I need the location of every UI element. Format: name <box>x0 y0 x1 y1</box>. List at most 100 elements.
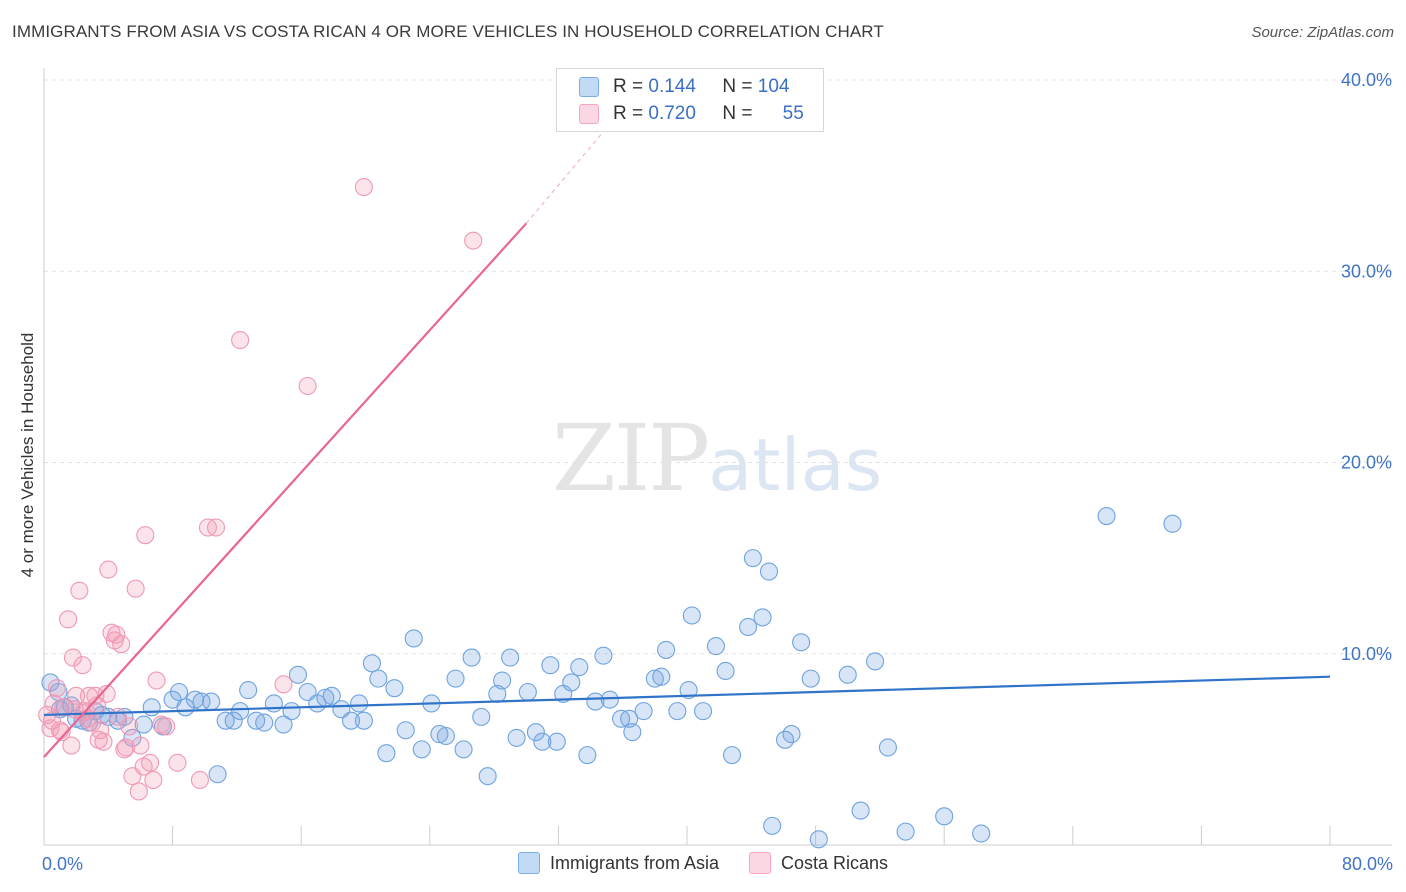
point-asia <box>239 681 258 700</box>
point-asia <box>763 816 782 835</box>
point-asia <box>264 694 283 713</box>
series-legend-asia[interactable]: Immigrants from Asia <box>517 852 719 874</box>
legend-r-label: R = <box>613 103 644 124</box>
point-costa <box>168 753 187 772</box>
legend-r-value: 0.144 <box>648 76 696 97</box>
stats-legend: R = 0.144 N = 104 R = 0.720 N = 55 <box>556 68 824 132</box>
point-costa <box>52 723 71 742</box>
point-asia <box>1097 506 1116 526</box>
point-costa <box>274 675 293 694</box>
point-asia <box>809 830 828 849</box>
point-asia <box>202 692 221 711</box>
point-costa <box>190 770 209 790</box>
trendline-costa <box>43 222 528 758</box>
point-asia <box>526 723 545 742</box>
legend-n-value: 104 <box>757 76 790 97</box>
point-costa <box>108 707 127 726</box>
point-asia <box>134 715 153 734</box>
point-asia <box>354 711 373 730</box>
point-costa <box>73 656 92 675</box>
point-asia <box>706 637 725 656</box>
x-tick-label: 0.0% <box>42 854 83 874</box>
point-asia <box>935 807 954 826</box>
point-costa <box>116 738 136 757</box>
point-asia <box>578 746 597 765</box>
point-costa <box>47 679 66 698</box>
y-tick-label: 10.0% <box>1341 644 1392 664</box>
point-costa <box>99 560 118 579</box>
series-legend-costa[interactable]: Costa Ricans <box>749 852 888 874</box>
point-asia <box>462 648 481 667</box>
point-asia <box>518 682 537 702</box>
y-tick-label: 40.0% <box>1341 70 1392 90</box>
series-swatch-asia <box>517 852 540 874</box>
point-costa <box>136 526 155 545</box>
point-costa <box>354 178 373 197</box>
point-costa <box>141 753 160 772</box>
point-costa <box>129 782 148 801</box>
point-asia <box>634 702 653 721</box>
legend-n-label: N = <box>722 103 753 124</box>
point-asia <box>657 640 676 659</box>
point-asia <box>570 658 589 677</box>
point-asia <box>668 702 687 721</box>
point-costa <box>86 686 105 705</box>
point-asia <box>186 690 205 709</box>
point-asia <box>792 633 811 652</box>
point-costa <box>206 518 226 537</box>
point-asia <box>430 725 449 744</box>
series-label-asia: Immigrants from Asia <box>549 852 719 873</box>
point-asia <box>801 669 820 688</box>
point-asia <box>878 738 897 757</box>
point-costa <box>62 736 81 755</box>
source-label: Source: ZipAtlas.com <box>1251 24 1394 41</box>
legend-n-label: N = <box>722 76 753 97</box>
point-asia <box>694 702 713 721</box>
point-asia <box>322 686 341 705</box>
point-asia <box>377 744 396 763</box>
point-costa <box>91 721 110 740</box>
point-asia <box>369 669 388 688</box>
point-costa <box>54 698 73 717</box>
point-costa <box>70 581 89 600</box>
point-asia <box>682 606 701 625</box>
legend-swatch-costa <box>579 104 599 124</box>
point-asia <box>541 656 560 675</box>
point-costa <box>107 625 126 644</box>
series-label-costa: Costa Ricans <box>781 852 889 873</box>
point-asia <box>472 707 491 726</box>
legend-row-costa: R = 0.720 N = 55 <box>579 102 804 126</box>
point-asia <box>288 665 308 684</box>
point-costa <box>147 671 166 690</box>
point-asia <box>972 824 991 843</box>
point-asia <box>142 698 161 717</box>
point-asia <box>231 702 250 721</box>
point-asia <box>454 740 473 759</box>
point-costa <box>126 579 145 598</box>
point-asia <box>446 669 465 688</box>
legend-n-value: 55 <box>782 103 804 124</box>
point-asia <box>594 646 613 665</box>
point-costa <box>63 648 82 667</box>
legend-r-label: R = <box>613 76 644 97</box>
x-tick-label: 80.0% <box>1342 854 1393 874</box>
point-asia <box>866 652 885 671</box>
point-asia <box>493 671 512 690</box>
point-asia <box>547 732 566 751</box>
point-asia <box>620 709 639 728</box>
point-asia <box>896 822 915 841</box>
point-asia <box>739 617 758 637</box>
point-asia <box>478 767 497 786</box>
legend-swatch-asia <box>579 77 599 97</box>
trendline-costa-extension <box>525 127 608 224</box>
point-asia <box>282 702 301 721</box>
chart-title: IMMIGRANTS FROM ASIA VS COSTA RICAN 4 OR… <box>12 22 884 41</box>
point-asia <box>743 549 762 568</box>
point-costa <box>67 686 86 705</box>
point-asia <box>169 682 189 702</box>
y-tick-label: 20.0% <box>1341 453 1392 473</box>
point-costa <box>131 736 150 755</box>
series-legend: Immigrants from Asia Costa Ricans <box>0 852 1406 874</box>
point-asia <box>274 715 293 734</box>
trendline-asia <box>43 675 1331 717</box>
